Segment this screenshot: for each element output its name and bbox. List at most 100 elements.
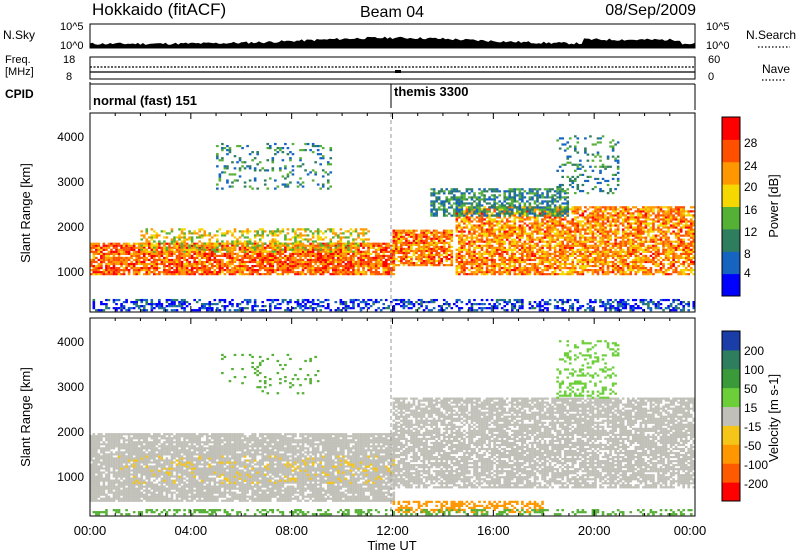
power-cell [332, 273, 335, 276]
power-cell [458, 206, 461, 209]
power-cell [395, 247, 398, 251]
power-cell [510, 228, 514, 231]
power-cell [405, 229, 408, 232]
power-cell [689, 226, 693, 229]
power-cell [662, 273, 665, 276]
power-cell [115, 271, 118, 274]
power-cell [117, 260, 121, 264]
power-cell [662, 262, 665, 266]
power-cell [211, 248, 214, 251]
power-cell [526, 242, 529, 245]
power-cell [276, 246, 280, 249]
power-cell [105, 266, 108, 270]
power-cell [498, 256, 501, 260]
power-cell [455, 196, 459, 199]
power-cell [523, 266, 527, 270]
power-cell [367, 248, 370, 251]
power-cell [395, 229, 398, 232]
power-cell [400, 251, 403, 255]
power-cell [669, 232, 673, 235]
power-cell [165, 248, 169, 251]
power-cell [352, 246, 355, 249]
power-cell [579, 242, 582, 245]
power-cell [291, 250, 295, 253]
power-cell [382, 256, 386, 260]
power-cell [546, 252, 549, 255]
power-cell [238, 269, 242, 272]
power-cell [621, 206, 625, 209]
power-cell [667, 228, 670, 231]
power-cell [203, 256, 207, 260]
power-cell [637, 222, 640, 225]
power-cell [319, 236, 322, 239]
power-cell [397, 235, 401, 238]
power-cell [205, 234, 209, 237]
power-cell [571, 220, 575, 223]
power-cell [311, 271, 315, 274]
power-cell [92, 260, 96, 264]
power-cell [495, 238, 499, 241]
power-cell [473, 256, 476, 260]
power-cell [347, 260, 350, 264]
power-cell [516, 269, 519, 272]
power-cell [218, 269, 222, 272]
power-cell [463, 256, 466, 260]
power-cell [276, 248, 280, 251]
power-cell [470, 273, 474, 276]
power-cell [175, 240, 179, 243]
power-cell [513, 220, 517, 223]
power-cell [132, 242, 136, 245]
power-cell [221, 246, 224, 249]
power-cell [163, 246, 166, 249]
power-cell [208, 238, 212, 241]
power-cell [415, 239, 418, 242]
power-cell [616, 232, 620, 235]
power-cell [183, 264, 186, 268]
power-cell [374, 260, 378, 264]
power-cell [372, 262, 375, 266]
power-cell [500, 271, 504, 274]
power-cell [195, 266, 199, 270]
power-cell [420, 231, 423, 234]
power-cell [568, 236, 572, 239]
power-cell [561, 234, 564, 237]
power-cell [286, 232, 290, 235]
power-cell [629, 230, 633, 233]
power-cell [120, 246, 123, 249]
power-cell [178, 250, 181, 253]
power-cell [271, 230, 275, 233]
power-cell [616, 230, 620, 233]
power-cell [495, 264, 499, 268]
power-cell [266, 271, 270, 274]
power-cell [117, 258, 121, 262]
power-cell [362, 262, 365, 266]
power-cell [531, 238, 534, 241]
power-cell [465, 214, 469, 217]
power-cell [667, 238, 670, 241]
power-cell [634, 216, 638, 219]
power-cell [528, 222, 532, 225]
power-cell [654, 244, 658, 247]
power-cell [175, 250, 179, 253]
power-cell [140, 248, 144, 251]
power-cell [251, 266, 254, 270]
power-cell [478, 240, 481, 243]
power-cell [142, 273, 146, 276]
power-cell [488, 214, 491, 217]
power-cell [213, 248, 217, 251]
power-cell [180, 273, 184, 276]
power-cell [92, 242, 96, 245]
power-cell [95, 252, 98, 255]
power-cell [533, 226, 537, 229]
power-cell [533, 216, 537, 219]
power-cell [309, 244, 312, 247]
power-cell [147, 244, 151, 247]
power-cell [402, 237, 406, 240]
power-cell [601, 224, 605, 227]
power-cell [591, 252, 595, 255]
power-cell [637, 212, 640, 215]
power-cell [238, 246, 242, 249]
power-cell [102, 252, 106, 255]
power-cell [649, 240, 653, 243]
power-cell [311, 248, 315, 251]
